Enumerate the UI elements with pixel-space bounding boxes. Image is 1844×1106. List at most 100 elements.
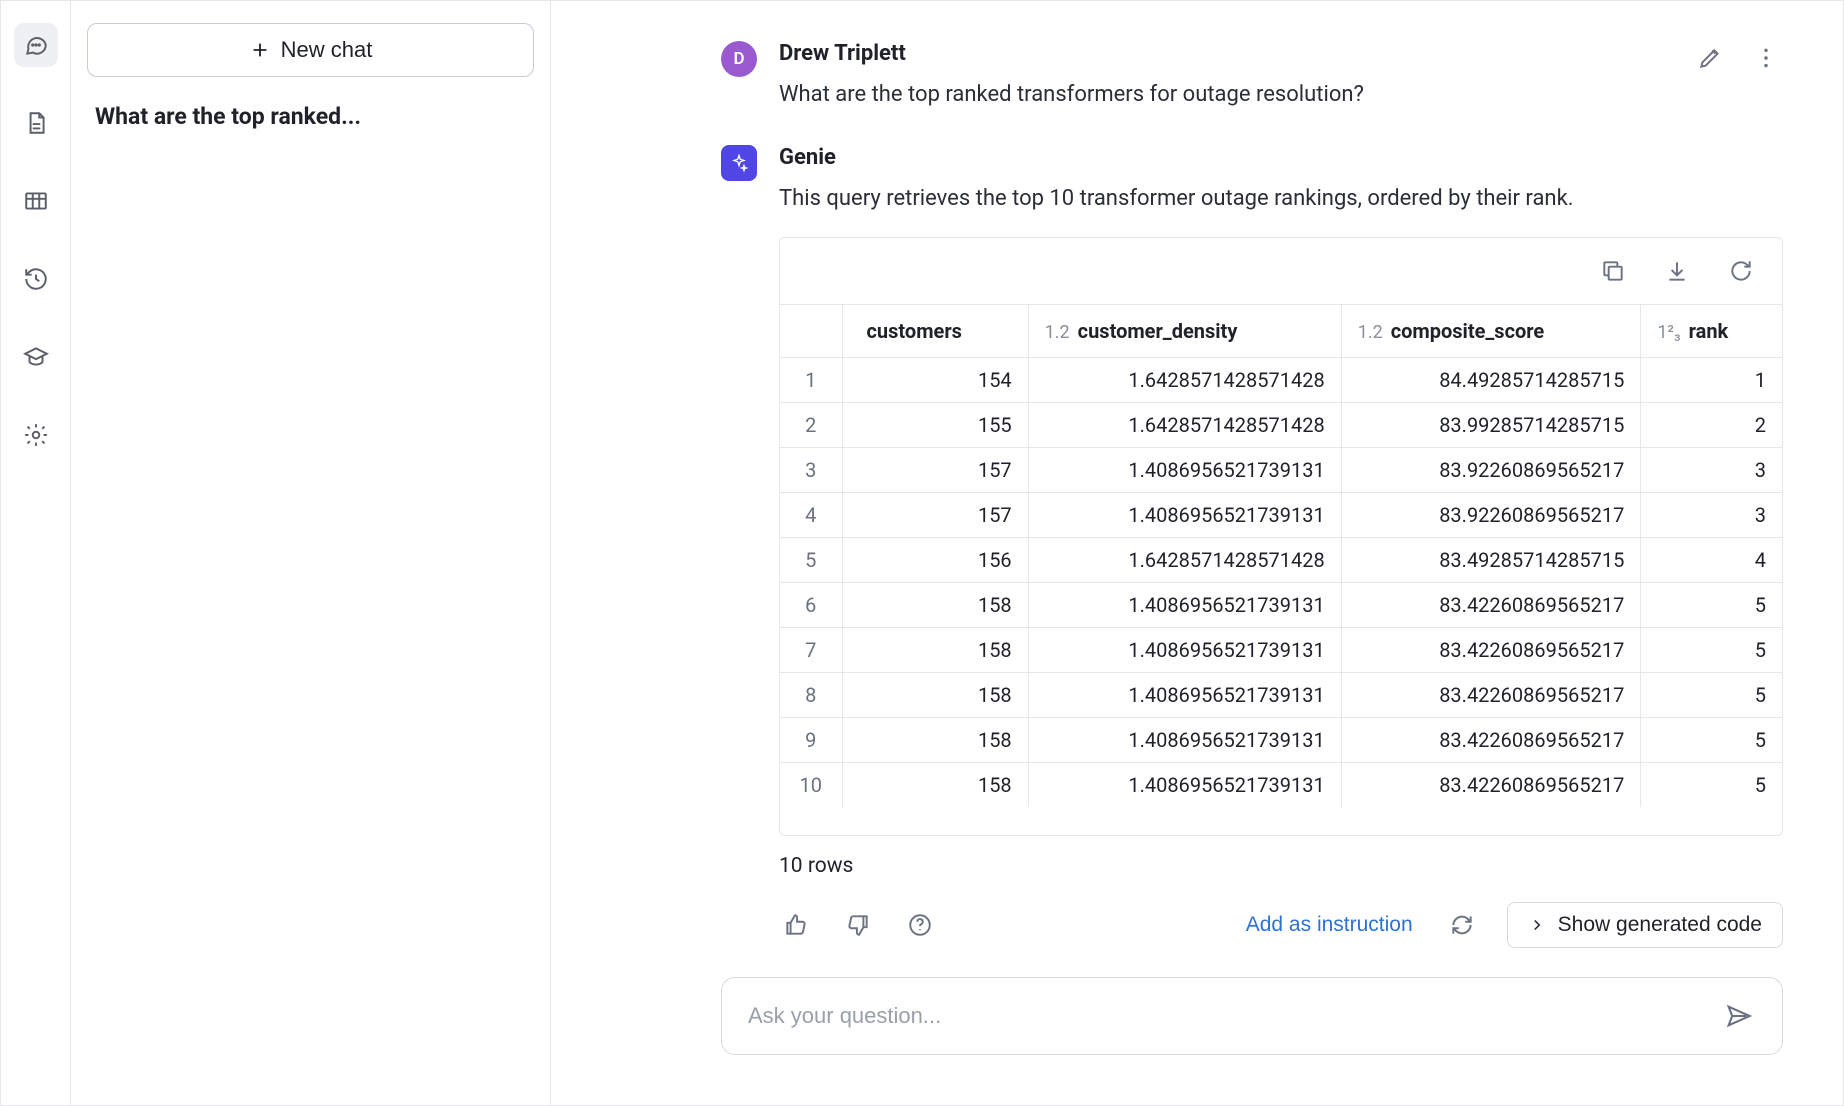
table-row-index: 4 [780, 492, 842, 537]
table-cell: 1.4086956521739131 [1028, 447, 1341, 492]
assistant-message: This query retrieves the top 10 transfor… [779, 184, 1783, 215]
table-cell: 1.4086956521739131 [1028, 762, 1341, 807]
table-row[interactable]: 101581.408695652173913183.42260869565217… [780, 762, 1782, 807]
kebab-icon [1753, 45, 1779, 71]
table-row-index: 6 [780, 582, 842, 627]
table-row-index: 2 [780, 402, 842, 447]
pencil-icon [1697, 45, 1723, 71]
main-panel: D Drew Triplett What are the top ranked … [551, 1, 1843, 1105]
table-cell: 3 [1641, 447, 1782, 492]
table-cell: 155 [842, 402, 1028, 447]
rail-table-icon[interactable] [14, 179, 58, 223]
question-circle-icon [907, 912, 933, 938]
chevron-right-icon [1528, 916, 1546, 934]
edit-message-button[interactable] [1693, 41, 1727, 75]
table-cell: 83.92260869565217 [1341, 447, 1641, 492]
thumbs-down-button[interactable] [841, 908, 875, 942]
table-cell: 157 [842, 492, 1028, 537]
table-row[interactable]: 61581.408695652173913183.422608695652175 [780, 582, 1782, 627]
table-cell: 1.4086956521739131 [1028, 672, 1341, 717]
table-cell: 158 [842, 627, 1028, 672]
question-input[interactable] [748, 1003, 1704, 1029]
thumbs-up-button[interactable] [779, 908, 813, 942]
table-row[interactable]: 81581.408695652173913183.422608695652175 [780, 672, 1782, 717]
add-as-instruction-button[interactable]: Add as instruction [1242, 907, 1417, 943]
result-table-card: customers 1.2customer_density 1.2composi… [779, 237, 1783, 836]
send-button[interactable] [1720, 998, 1756, 1034]
table-col-header[interactable]: 1.2customer_density [1028, 304, 1341, 357]
table-row[interactable]: 51561.642857142857142883.492857142857154 [780, 537, 1782, 582]
table-cell: 83.92260869565217 [1341, 492, 1641, 537]
response-actions: Add as instruction Show generated code [779, 902, 1783, 948]
show-generated-code-button[interactable]: Show generated code [1507, 902, 1783, 948]
download-icon [1664, 258, 1690, 284]
rail-document-icon[interactable] [14, 101, 58, 145]
chat-list-item-title: What are the top ranked... [95, 103, 361, 130]
rail-history-icon[interactable] [14, 257, 58, 301]
table-row-index: 8 [780, 672, 842, 717]
table-cell: 3 [1641, 492, 1782, 537]
table-row-index: 1 [780, 357, 842, 402]
chat-list-item[interactable]: What are the top ranked... [87, 103, 534, 130]
table-cell: 84.49285714285715 [1341, 357, 1641, 402]
table-cell: 5 [1641, 717, 1782, 762]
table-col-header[interactable]: 1.2composite_score [1341, 304, 1641, 357]
assistant-turn: Genie This query retrieves the top 10 tr… [721, 145, 1783, 948]
table-cell: 5 [1641, 582, 1782, 627]
assistant-name: Genie [779, 145, 1783, 170]
table-cell: 158 [842, 582, 1028, 627]
assistant-avatar [721, 145, 757, 181]
user-name: Drew Triplett [779, 41, 1783, 66]
rail-chat-icon[interactable] [14, 23, 58, 67]
table-cell: 1.4086956521739131 [1028, 492, 1341, 537]
turn-menu-button[interactable] [1749, 41, 1783, 75]
rail-settings-icon[interactable] [14, 413, 58, 457]
table-cell: 5 [1641, 762, 1782, 807]
table-row-index: 10 [780, 762, 842, 807]
rail-learn-icon[interactable] [14, 335, 58, 379]
user-avatar: D [721, 41, 757, 77]
table-cell: 5 [1641, 672, 1782, 717]
user-message: What are the top ranked transformers for… [779, 80, 1783, 111]
table-row-index: 7 [780, 627, 842, 672]
table-cell: 4 [1641, 537, 1782, 582]
composer [551, 977, 1843, 1105]
chat-list-panel: New chat What are the top ranked... [71, 1, 551, 1105]
turn-top-actions [1693, 41, 1783, 75]
table-cell: 83.42260869565217 [1341, 582, 1641, 627]
nav-rail [1, 1, 71, 1105]
table-cell: 156 [842, 537, 1028, 582]
table-cell: 1.4086956521739131 [1028, 582, 1341, 627]
table-cell: 83.42260869565217 [1341, 672, 1641, 717]
table-cell: 158 [842, 762, 1028, 807]
new-chat-button[interactable]: New chat [87, 23, 534, 77]
table-row[interactable]: 91581.408695652173913183.422608695652175 [780, 717, 1782, 762]
table-row[interactable]: 21551.642857142857142883.992857142857152 [780, 402, 1782, 447]
table-col-header[interactable]: 1²₃rank [1641, 304, 1782, 357]
table-cell: 1.6428571428571428 [1028, 537, 1341, 582]
table-row[interactable]: 71581.408695652173913183.422608695652175 [780, 627, 1782, 672]
table-cell: 158 [842, 672, 1028, 717]
table-cell: 158 [842, 717, 1028, 762]
plus-icon [249, 39, 271, 61]
table-col-header[interactable]: customers [842, 304, 1028, 357]
table-cell: 157 [842, 447, 1028, 492]
user-turn: D Drew Triplett What are the top ranked … [721, 41, 1783, 111]
composer-box [721, 977, 1783, 1055]
table-cell: 83.42260869565217 [1341, 762, 1641, 807]
table-row[interactable]: 41571.408695652173913183.922608695652173 [780, 492, 1782, 537]
sparkle-icon [729, 153, 749, 173]
table-cell: 1.6428571428571428 [1028, 402, 1341, 447]
regenerate-button[interactable] [1445, 908, 1479, 942]
table-cell: 83.99285714285715 [1341, 402, 1641, 447]
send-icon [1724, 1002, 1752, 1030]
table-cell: 83.42260869565217 [1341, 627, 1641, 672]
table-row[interactable]: 31571.408695652173913183.922608695652173 [780, 447, 1782, 492]
table-cell: 154 [842, 357, 1028, 402]
thumbs-down-icon [845, 912, 871, 938]
copy-table-button[interactable] [1596, 254, 1630, 288]
refresh-table-button[interactable] [1724, 254, 1758, 288]
help-button[interactable] [903, 908, 937, 942]
table-row[interactable]: 11541.642857142857142884.492857142857151 [780, 357, 1782, 402]
download-table-button[interactable] [1660, 254, 1694, 288]
